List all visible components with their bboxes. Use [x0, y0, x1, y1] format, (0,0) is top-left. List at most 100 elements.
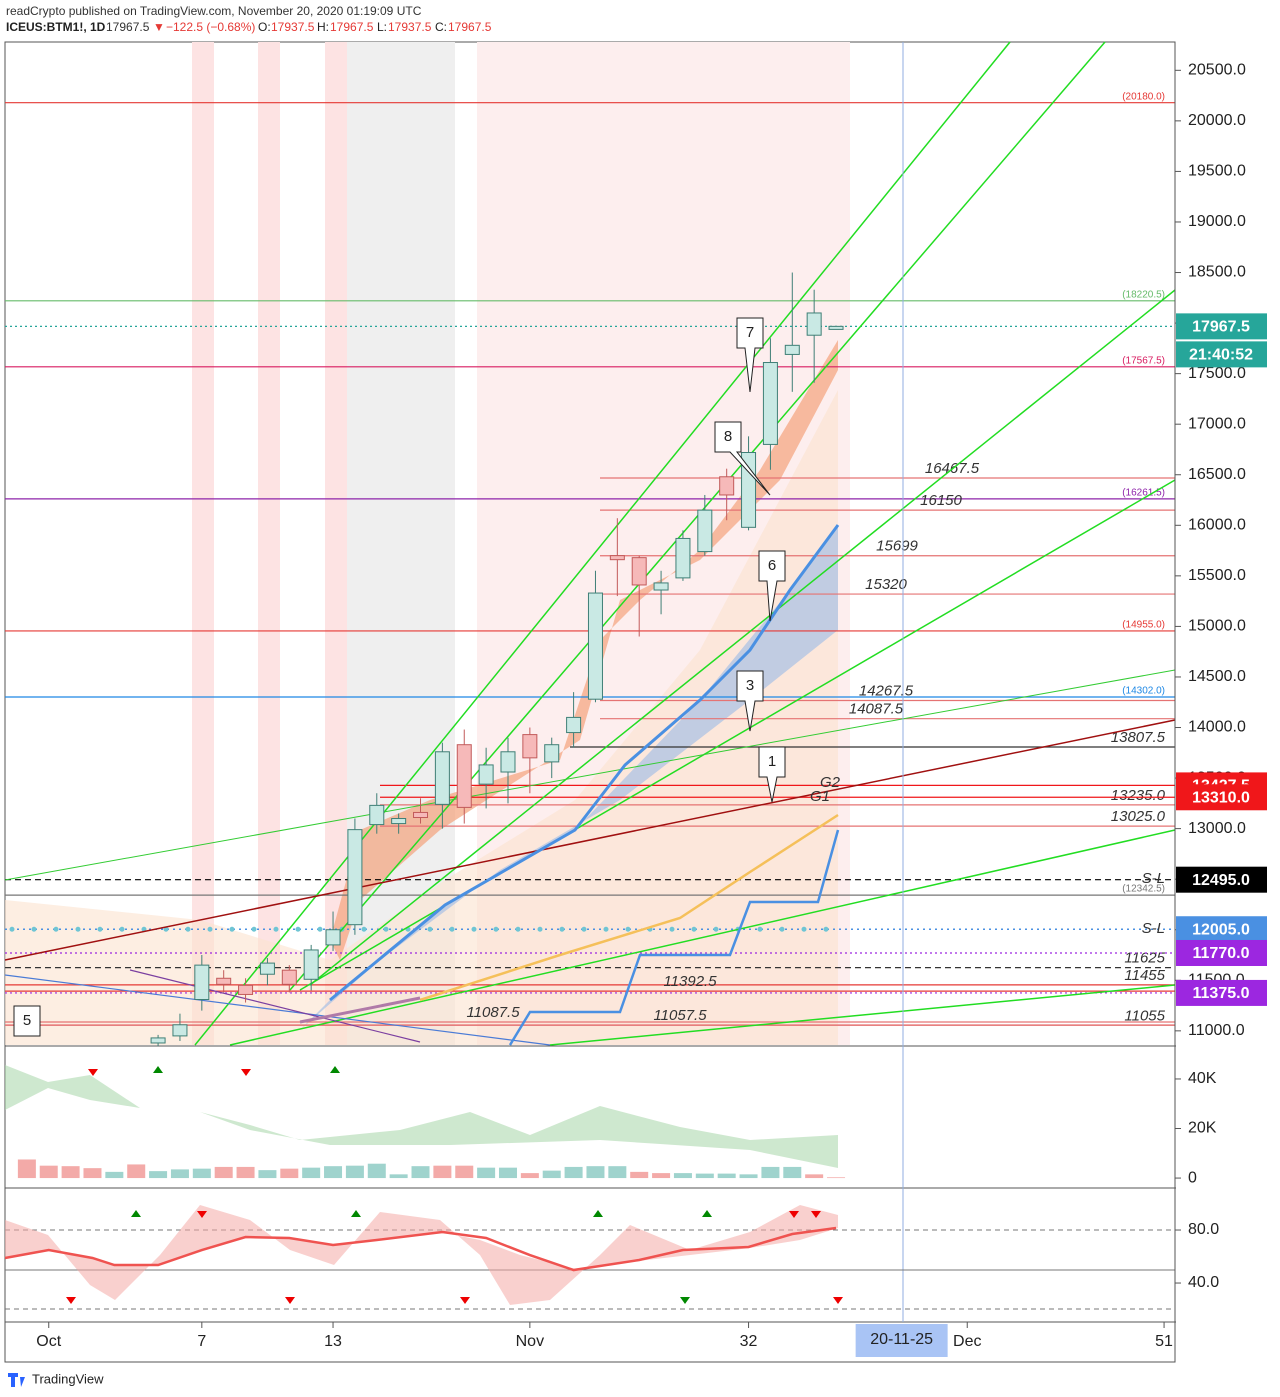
level-label: 14087.5	[849, 701, 904, 718]
level-label: 11055	[1124, 1007, 1165, 1024]
y-tick-label: 80.0	[1188, 1221, 1219, 1238]
y-tick-label: 13000.0	[1188, 820, 1246, 837]
y-tick-label: 20500.0	[1188, 62, 1246, 79]
publisher: readCrypto published on TradingView.com,…	[6, 4, 422, 18]
dot	[801, 926, 807, 932]
y-tick-label: 20000.0	[1188, 112, 1246, 129]
band	[325, 42, 347, 1045]
trend-line	[194, 41, 1011, 1046]
price-box	[1176, 916, 1267, 943]
dot	[449, 926, 455, 932]
low-value: 17937.5	[388, 20, 432, 34]
level-tag: (14955.0)	[1122, 620, 1165, 631]
volume-bar	[586, 1166, 605, 1179]
price-box	[1176, 866, 1267, 893]
footer: TradingView	[8, 1371, 104, 1387]
volume-bar	[236, 1166, 255, 1179]
wave-label: 1	[768, 753, 776, 770]
candle-body	[172, 1024, 188, 1037]
volume-bar	[761, 1166, 780, 1179]
sl-label: S-L	[1142, 920, 1165, 937]
dot	[625, 926, 631, 932]
callout	[736, 317, 764, 393]
g2-label: G2	[820, 774, 841, 791]
dot	[229, 926, 235, 932]
volume-bar	[302, 1167, 321, 1179]
dot	[75, 926, 81, 932]
candle-body	[391, 818, 407, 825]
volume-bar	[127, 1164, 146, 1179]
candle-body	[413, 811, 429, 819]
price-box-label: 13310.0	[1192, 790, 1250, 807]
candles	[150, 272, 844, 1047]
candle-body	[369, 804, 385, 826]
y-tick-label: 20K	[1188, 1120, 1217, 1137]
close-value: 17967.5	[448, 20, 492, 34]
price-box	[1176, 313, 1267, 340]
wave-labels: 7 8 6 3 1 5 G2 G1 S-L S-L	[13, 317, 1165, 1037]
oscillator-pane	[4, 1205, 1175, 1310]
dot	[757, 926, 763, 932]
y-tick-label: 19500.0	[1188, 163, 1246, 180]
candle-body	[631, 557, 647, 586]
candle-body	[544, 744, 560, 763]
dot	[713, 926, 719, 932]
arrow: ▼	[153, 20, 165, 34]
volume-bar	[39, 1165, 58, 1179]
x-tick-label: 51	[1155, 1333, 1173, 1350]
g1-label: G1	[810, 788, 830, 805]
marker	[351, 1210, 361, 1217]
high-value: 17967.5	[330, 20, 374, 34]
volume-bar	[717, 1173, 736, 1179]
level-label: 14267.5	[859, 682, 914, 699]
candle-body	[216, 977, 232, 985]
y-tick-label: 16000.0	[1188, 517, 1246, 534]
y-tick-label: 14000.0	[1188, 719, 1246, 736]
candle-body	[719, 476, 735, 496]
osc-ribbon	[5, 1205, 838, 1305]
callout	[13, 1005, 41, 1037]
level-label: 13025.0	[1111, 808, 1166, 825]
marker	[330, 1066, 340, 1073]
trend-line	[309, 289, 1176, 986]
wave-label: 6	[768, 557, 776, 574]
volume-bar	[389, 1174, 408, 1179]
volume-bar	[630, 1171, 649, 1179]
y-tick-label: 0	[1188, 1169, 1197, 1186]
marker	[702, 1210, 712, 1217]
dot	[581, 926, 587, 932]
volume-ribbon	[5, 1065, 838, 1168]
volume-bar	[83, 1168, 102, 1179]
y-tick-label: 40K	[1188, 1070, 1217, 1087]
dot	[119, 926, 125, 932]
o-label: O:	[258, 20, 271, 34]
moving-average	[329, 524, 840, 1002]
dot	[317, 926, 323, 932]
candle-body	[347, 829, 363, 926]
volume-bar	[783, 1166, 802, 1179]
marker	[680, 1297, 690, 1304]
dot	[273, 926, 279, 932]
change: −122.5 (−0.68%)	[166, 20, 255, 34]
volume-bar	[105, 1171, 124, 1179]
volume-bar	[17, 1159, 36, 1179]
callout	[758, 550, 786, 622]
countdown: 21:40:52	[1189, 347, 1253, 364]
candle-body	[434, 751, 450, 805]
volume-bar	[324, 1166, 343, 1179]
level-label: 16150	[920, 492, 962, 509]
x-marker-label: 20-11-25	[870, 1331, 933, 1348]
x-tick-label: Dec	[953, 1333, 981, 1350]
level-tag: (17567.5)	[1122, 355, 1165, 366]
level-label: 11625	[1124, 950, 1165, 967]
y-tick-label: 40.0	[1188, 1274, 1219, 1291]
price-box	[1176, 939, 1267, 966]
volume-bar	[542, 1170, 561, 1179]
callout	[714, 421, 771, 496]
level-label: 11087.5	[466, 1004, 520, 1021]
volume-bar	[498, 1167, 517, 1179]
volume-bar	[192, 1168, 211, 1179]
level-label: 13807.5	[1111, 729, 1166, 746]
l-label: L:	[377, 20, 387, 34]
y-tick-label: 18500.0	[1188, 264, 1246, 281]
